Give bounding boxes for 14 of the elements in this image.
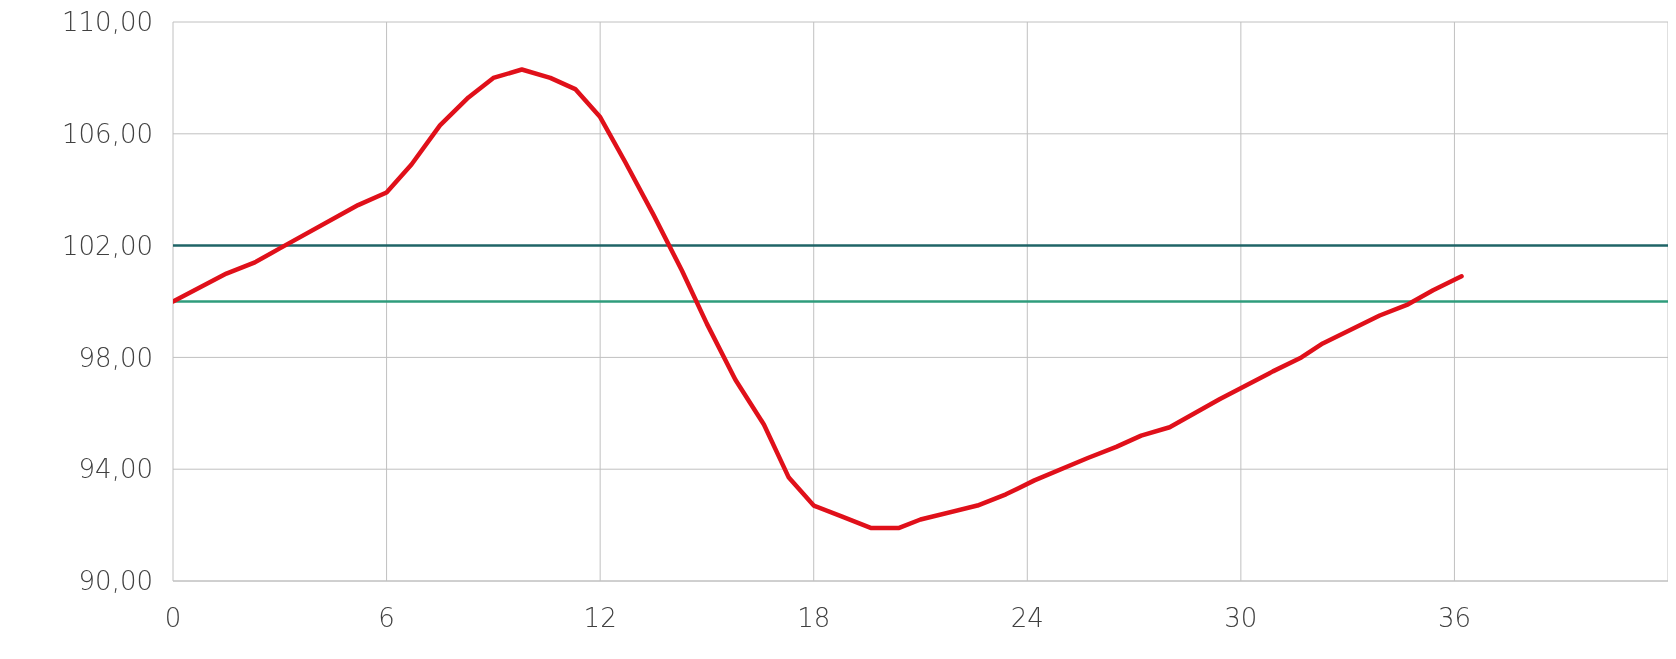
y-tick-label: 102,00 [62, 230, 153, 261]
x-tick-label: 30 [1224, 603, 1258, 634]
x-tick-label: 0 [164, 603, 182, 634]
x-tick-label: 36 [1437, 603, 1471, 634]
x-tick-label: 6 [378, 603, 395, 634]
x-tick-label: 12 [583, 603, 617, 634]
x-tick-label: 18 [797, 603, 831, 634]
y-tick-label: 90,00 [78, 566, 153, 597]
line-series [173, 67, 1464, 531]
y-tick-label: 110,00 [62, 7, 153, 38]
y-tick-label: 106,00 [62, 119, 153, 150]
y-tick-label: 94,00 [78, 454, 153, 485]
x-tick-label: 24 [1010, 603, 1044, 634]
y-tick-label: 98,00 [78, 342, 153, 373]
